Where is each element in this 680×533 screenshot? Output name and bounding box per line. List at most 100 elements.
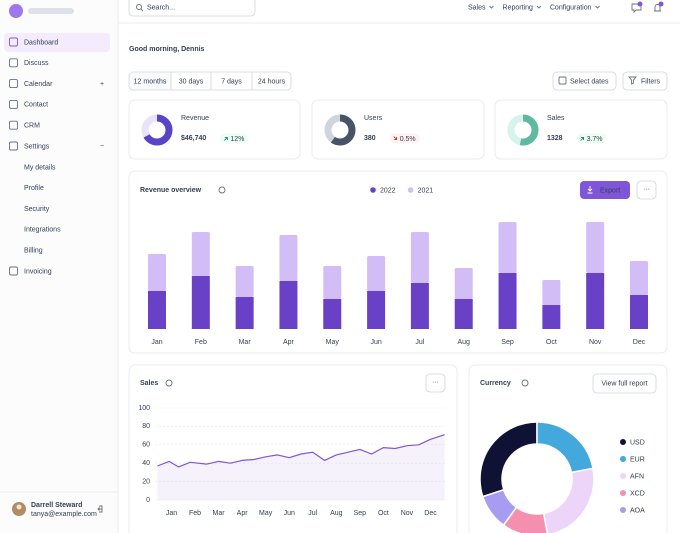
bar-segment: [367, 256, 386, 291]
range-tab[interactable]: 7 days: [221, 78, 242, 85]
settings-item[interactable]: Billing: [24, 248, 43, 255]
user-email: tanya@example.com: [31, 511, 97, 518]
bar-segment: [279, 235, 298, 281]
filters-label[interactable]: Filters: [641, 78, 661, 85]
collapse-icon[interactable]: −: [100, 143, 104, 150]
x-tick-label: Dec: [424, 510, 437, 517]
avatar-face: [16, 504, 22, 510]
nav-item[interactable]: Discuss: [24, 60, 49, 67]
x-tick-label: Apr: [237, 510, 249, 517]
settings-item[interactable]: Profile: [24, 185, 44, 192]
kpi-icon: [141, 114, 173, 146]
legend-label: 2022: [380, 187, 396, 194]
user-name: Darrell Steward: [31, 502, 82, 509]
range-tab-active: [129, 72, 172, 90]
export-button[interactable]: [580, 181, 630, 199]
x-tick-label: Dec: [633, 339, 646, 346]
bar-segment: [542, 305, 561, 329]
legend-swatch: [620, 490, 626, 496]
view-report-button[interactable]: [592, 373, 657, 394]
bar-segment: [498, 273, 517, 329]
bar-segment: [279, 281, 298, 329]
nav-item[interactable]: Contact: [24, 102, 48, 109]
select-dates-button[interactable]: [552, 71, 617, 91]
nav-icon: [9, 120, 18, 130]
legend-label: USD: [630, 439, 645, 446]
top-menu[interactable]: Configuration: [550, 4, 592, 11]
export-label[interactable]: Export: [600, 187, 620, 194]
kpi-badge: [220, 133, 249, 144]
bar-segment: [454, 299, 473, 329]
more-icon: ···: [432, 379, 439, 386]
x-tick-label: May: [259, 510, 273, 517]
kpi-icon: [324, 114, 356, 146]
kpi-badge: [389, 133, 420, 144]
x-tick-label: Mar: [213, 510, 226, 517]
select-dates-label[interactable]: Select dates: [570, 78, 609, 85]
y-tick-label: 60: [142, 442, 150, 449]
bar-segment: [367, 291, 386, 329]
sales-card: [128, 364, 458, 533]
expand-icon[interactable]: +: [100, 81, 104, 88]
info-icon[interactable]: [218, 186, 226, 194]
kpi-arrow: [393, 136, 398, 140]
nav-item[interactable]: CRM: [24, 123, 40, 130]
pie-slice: [542, 467, 595, 533]
settings-item[interactable]: My details: [24, 164, 56, 171]
more-button[interactable]: [636, 180, 657, 200]
more-button[interactable]: [425, 373, 446, 393]
range-tab[interactable]: 24 hours: [258, 78, 286, 85]
legend-swatch: [620, 456, 626, 462]
top-menu[interactable]: Reporting: [503, 4, 533, 11]
y-tick-label: 100: [138, 405, 150, 412]
sales-chart: 0 20 40 60 80 100 Jan Feb Mar Apr May Jun Jul Aug Sep O…: [138, 405, 447, 517]
chat-badge: [637, 1, 643, 7]
nav-item[interactable]: Dashboard: [24, 39, 58, 46]
range-tab[interactable]: 30 days: [179, 78, 204, 85]
x-tick-label: Feb: [189, 510, 201, 517]
bar-segment: [235, 297, 254, 329]
range-tab[interactable]: 12 months: [134, 78, 167, 85]
y-tick-label: 20: [142, 478, 150, 485]
bell-icon[interactable]: [654, 4, 661, 12]
chevron: [489, 5, 494, 9]
search-placeholder[interactable]: Search...: [147, 4, 175, 11]
kpi-value: 380: [364, 135, 376, 142]
kpi-label: Revenue: [181, 115, 209, 122]
kpi-value: $46,740: [181, 135, 206, 142]
kpi-badge: [576, 133, 607, 144]
bar-segment: [410, 232, 429, 283]
nav-item[interactable]: Settings: [24, 143, 50, 150]
top-menu[interactable]: Sales: [468, 4, 486, 11]
info-icon[interactable]: [165, 379, 173, 387]
settings-item[interactable]: Integrations: [24, 227, 61, 234]
nav-item[interactable]: Calendar: [24, 81, 53, 88]
export-icon: [587, 186, 593, 194]
bell-badge: [658, 1, 664, 7]
bar-segment: [191, 232, 210, 276]
bar-segment: [235, 266, 254, 297]
settings-item[interactable]: Security: [24, 206, 50, 213]
filters-button[interactable]: [622, 71, 668, 91]
search-box[interactable]: [128, 0, 256, 17]
bar-segment: [323, 299, 342, 329]
legend-label: AOA: [630, 507, 645, 514]
logout-icon[interactable]: [97, 505, 103, 513]
more-icon: ···: [643, 186, 650, 193]
x-tick-label: Jan: [151, 339, 162, 346]
view-report-label[interactable]: View full report: [601, 380, 647, 387]
search-icon: [135, 3, 143, 11]
currency-chart: USD EUR AFN XCD AOA: [479, 421, 645, 533]
bar-segment: [542, 280, 561, 305]
info-icon[interactable]: [521, 379, 529, 387]
legend-label: EUR: [630, 456, 645, 463]
chevron: [536, 5, 542, 9]
x-tick-label: Jan: [166, 510, 177, 517]
y-tick-label: 80: [142, 423, 150, 430]
x-tick-label: Jun: [284, 510, 295, 517]
kpi-icon: [507, 114, 539, 146]
nav-item[interactable]: Invoicing: [24, 268, 52, 275]
kpi-value: 1328: [547, 135, 563, 142]
logo-text-blurred: [28, 8, 74, 14]
logo[interactable]: [9, 4, 23, 18]
